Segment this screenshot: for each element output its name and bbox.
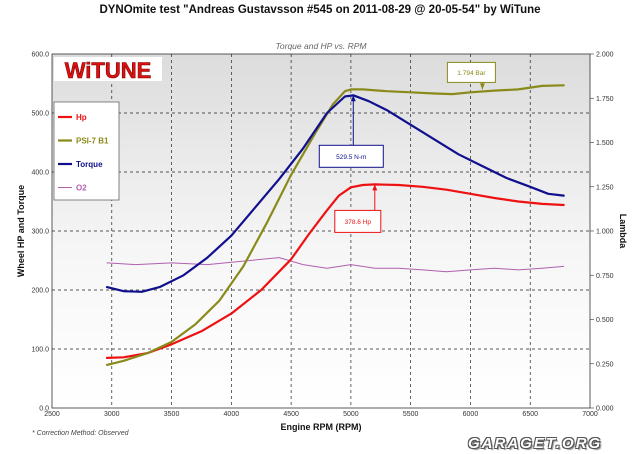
- annotation-label: 529.5 N-m: [336, 154, 366, 161]
- logo-text: WiTUNE: [65, 58, 152, 83]
- x-tick-label: 3000: [104, 411, 120, 418]
- legend-label: Hp: [76, 113, 87, 122]
- legend-item: Torque: [58, 160, 103, 169]
- annotation-arrow: [479, 83, 485, 90]
- y2-tick-label: 0.000: [596, 406, 614, 413]
- x-tick-label: 7000: [582, 411, 598, 418]
- x-tick-label: 5500: [403, 411, 419, 418]
- annotation-label: 378.6 Hp: [345, 219, 372, 226]
- y-tick-label: 200.0: [31, 288, 49, 295]
- y2-axis-title: Lambda: [618, 214, 628, 250]
- witune-logo: WiTUNE: [54, 57, 162, 83]
- y2-tick-label: 1.250: [596, 184, 614, 191]
- legend-label: PSI-7 B1: [76, 137, 109, 146]
- series-line-hp: [105, 183, 565, 359]
- y-tick-label: 300.0: [31, 229, 49, 236]
- x-tick-label: 4500: [283, 411, 299, 418]
- y2-tick-label: 1.500: [596, 140, 614, 147]
- legend: Hp PSI-7 B1 Torque O2: [53, 101, 120, 201]
- y-tick-label: 100.0: [31, 347, 49, 354]
- annotation-label: 1.794 Bar: [457, 70, 486, 77]
- x-tick-label: 6500: [522, 411, 538, 418]
- annotation-psi: 1.794 Bar: [446, 61, 496, 90]
- y2-tick-label: 1.000: [596, 229, 614, 236]
- chart-subtitle: Torque and HP vs. RPM: [275, 41, 367, 51]
- x-tick-label: 6000: [463, 411, 479, 418]
- y2-tick-label: 2.000: [596, 52, 614, 59]
- series-line-o2: [106, 257, 565, 273]
- legend-label: Torque: [76, 160, 103, 169]
- y-tick-label: 400.0: [31, 170, 49, 177]
- y2-tick-label: 0.250: [596, 361, 614, 368]
- y-tick-label: 500.0: [31, 111, 49, 118]
- annotation-arrow: [372, 184, 378, 191]
- annotation-box: [334, 209, 382, 233]
- y-axis-title: Wheel HP and Torque: [16, 185, 26, 277]
- legend-item: PSI-7 B1: [58, 137, 109, 146]
- x-tick-label: 4000: [224, 411, 240, 418]
- annotation-arrow: [350, 95, 356, 102]
- y-tick-label: 600.0: [31, 52, 49, 59]
- series-line-torque: [105, 94, 565, 293]
- annotation-box: [446, 61, 496, 83]
- x-tick-label: 3500: [164, 411, 180, 418]
- legend-item: O2: [58, 184, 87, 193]
- annotation-hp: 378.6 Hp: [334, 184, 382, 233]
- page-title: DYNOmite test "Andreas Gustavsson #545 o…: [99, 4, 541, 16]
- legend-item: Hp: [58, 113, 87, 122]
- series-line-psi: [105, 84, 565, 366]
- x-axis-title: Engine RPM (RPM): [281, 422, 362, 432]
- y2-tick-label: 0.500: [596, 317, 614, 324]
- x-tick-label: 2500: [44, 411, 60, 418]
- annotation-torque: 529.5 N-m: [318, 95, 384, 168]
- y-tick-label: 0.0: [39, 406, 49, 413]
- y2-tick-label: 0.750: [596, 273, 614, 280]
- y2-tick-label: 1.750: [596, 96, 614, 103]
- x-tick-label: 5000: [343, 411, 359, 418]
- watermark: GARAGET.ORG: [468, 435, 603, 452]
- legend-label: O2: [76, 184, 87, 193]
- annotation-box: [318, 144, 384, 168]
- footnote: * Correction Method: Observed: [32, 430, 129, 437]
